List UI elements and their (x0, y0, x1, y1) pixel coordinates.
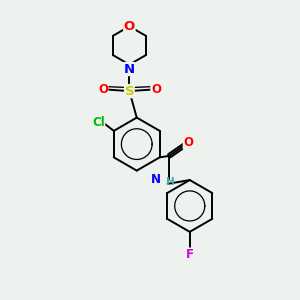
Text: S: S (124, 85, 134, 98)
Text: Cl: Cl (92, 116, 105, 129)
Text: F: F (186, 248, 194, 261)
Text: O: O (183, 136, 193, 149)
Text: O: O (124, 20, 135, 33)
Text: N: N (124, 62, 135, 76)
Text: H: H (166, 176, 175, 187)
Text: O: O (98, 83, 108, 96)
Text: N: N (151, 173, 161, 186)
Text: O: O (151, 83, 161, 96)
